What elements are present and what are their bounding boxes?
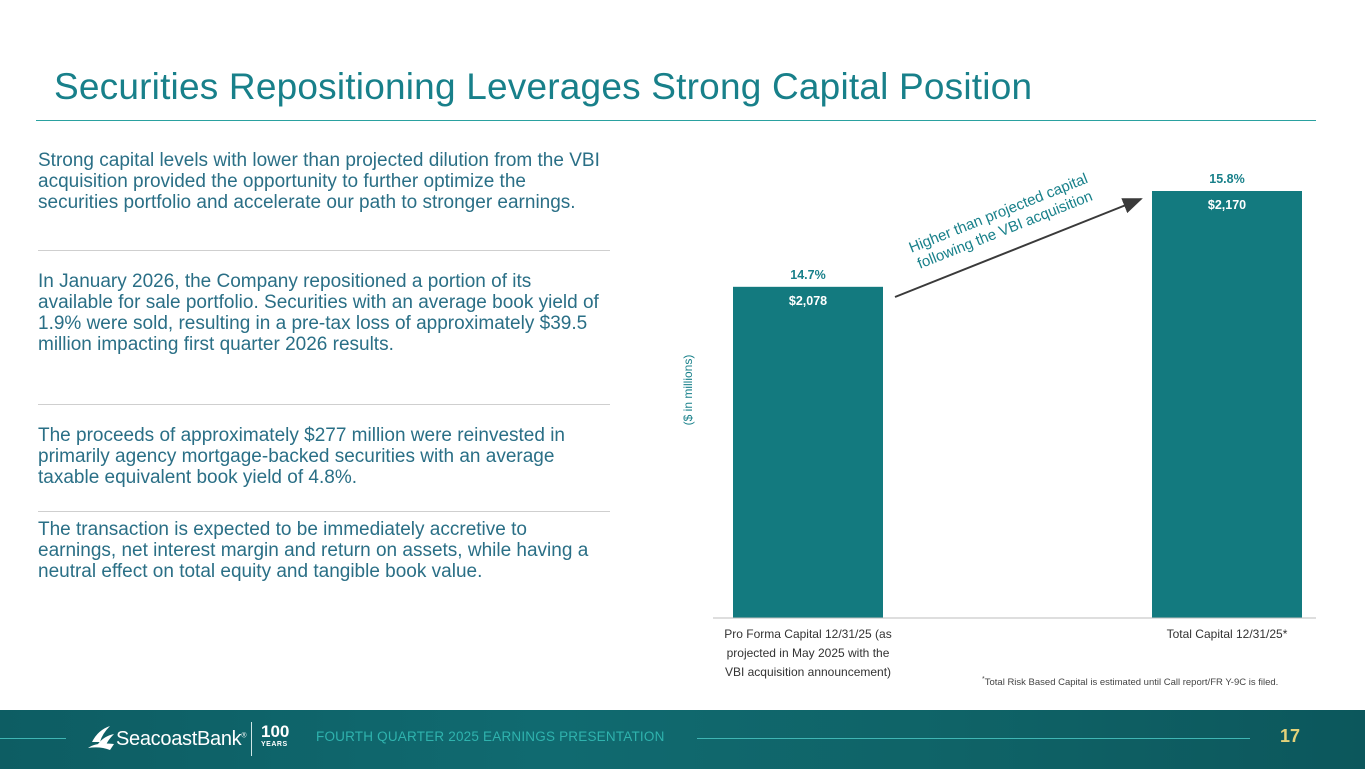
footnote-marker: * — [982, 676, 985, 683]
brand-trademark: ® — [241, 732, 247, 740]
anniversary-number: 100 — [261, 722, 290, 741]
bullet-item: The transaction is expected to be immedi… — [38, 519, 589, 582]
bar-ratio-label: 14.7% — [790, 268, 825, 282]
category-label: projected in May 2025 with the — [727, 646, 890, 660]
annotation-group: Higher than projected capital following … — [907, 170, 1095, 272]
bullet-divider — [38, 404, 610, 405]
seacoast-logo-icon — [88, 726, 114, 750]
bar-0 — [733, 286, 883, 618]
category-label: Pro Forma Capital 12/31/25 (as — [724, 627, 891, 641]
bar-ratio-label: 15.8% — [1209, 172, 1244, 186]
footer-rule-right — [697, 738, 1250, 739]
footer-rule-left — [0, 738, 66, 739]
bullet-divider — [38, 511, 610, 512]
y-axis-label: ($ in millions) — [681, 355, 695, 426]
presentation-title: FOURTH QUARTER 2025 EARNINGS PRESENTATIO… — [316, 729, 665, 744]
category-label: VBI acquisition announcement) — [725, 665, 891, 679]
title-divider — [36, 120, 1316, 121]
bullet-divider — [38, 250, 610, 251]
brand-name: SeacoastBank® — [116, 728, 247, 751]
anniversary-years: YEARS — [261, 741, 288, 748]
bullet-list: Strong capital levels with lower than pr… — [38, 150, 610, 582]
bar-value-label: $2,078 — [789, 294, 827, 308]
bar-value-label: $2,170 — [1208, 198, 1246, 212]
footer-bar: SeacoastBank® 100 YEARS FOURTH QUARTER 2… — [0, 710, 1365, 769]
page-title: Securities Repositioning Leverages Stron… — [54, 66, 1033, 107]
bar-1 — [1152, 191, 1302, 618]
bullet-item: The proceeds of approximately $277 milli… — [38, 425, 565, 488]
bullet-item: In January 2026, the Company repositione… — [38, 271, 599, 355]
footnote: *Total Risk Based Capital is estimated u… — [982, 676, 1278, 688]
annotation-arrow — [894, 198, 1143, 298]
brand-text: SeacoastBank — [116, 728, 242, 750]
category-label: Total Capital 12/31/25* — [1167, 627, 1288, 641]
footer-divider — [251, 722, 252, 756]
bullet-item: Strong capital levels with lower than pr… — [38, 150, 600, 213]
page-number: 17 — [1280, 726, 1301, 746]
footnote-text: Total Risk Based Capital is estimated un… — [984, 677, 1279, 689]
